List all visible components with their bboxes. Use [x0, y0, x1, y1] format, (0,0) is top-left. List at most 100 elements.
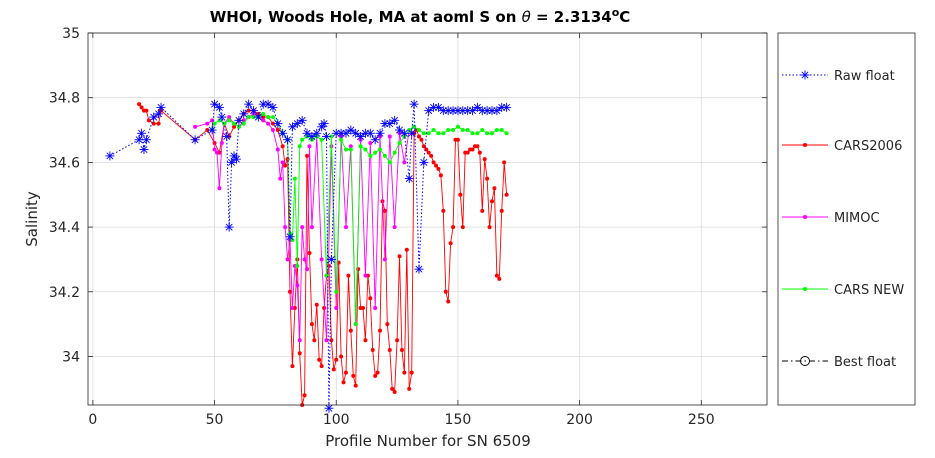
data-point-mimoc: [373, 305, 378, 310]
data-point-mimoc: [295, 283, 300, 288]
data-point-cars2006: [494, 273, 499, 278]
y-axis-ticks: 34 34.2 34.4 34.6 34.8 35: [49, 26, 767, 365]
data-point-raw-float: [141, 135, 151, 145]
data-point-raw-float: [395, 125, 405, 135]
data-point-mimoc: [307, 144, 312, 149]
data-point-mimoc: [309, 225, 314, 230]
data-point-cars-new: [421, 131, 426, 136]
legend-item-mimoc: MIMOC: [782, 211, 880, 226]
data-point-raw-float: [149, 112, 159, 122]
data-point-cars-new: [387, 160, 392, 165]
data-point-raw-float: [231, 154, 241, 164]
y-tick-label: 35: [62, 26, 80, 42]
data-point-cars2006: [270, 121, 275, 126]
data-point-cars2006: [375, 370, 380, 375]
data-point-cars2006: [399, 348, 404, 353]
data-point-cars-new: [455, 124, 460, 129]
data-point-cars2006: [319, 364, 324, 369]
data-point-raw-float: [433, 102, 443, 112]
data-point-cars2006: [497, 276, 502, 281]
data-point-cars2006: [492, 186, 497, 191]
legend-label-best-float: Best float: [834, 355, 896, 370]
legend-item-cars-new: CARS NEW: [782, 283, 904, 298]
data-point-cars2006: [448, 241, 453, 246]
data-point-cars-new: [241, 121, 246, 126]
data-point-mimoc: [297, 338, 302, 343]
data-point-mimoc: [324, 338, 329, 343]
data-point-cars2006: [151, 121, 156, 126]
data-point-cars2006: [317, 357, 322, 362]
data-point-cars2006: [346, 273, 351, 278]
data-point-cars2006: [436, 166, 441, 171]
data-point-cars2006: [297, 351, 302, 356]
data-point-raw-float: [407, 128, 417, 138]
data-point-cars2006: [341, 380, 346, 385]
data-point-cars-new: [431, 128, 436, 133]
legend-item-raw-float: Raw float: [782, 69, 895, 84]
data-point-raw-float: [217, 112, 227, 122]
data-point-raw-float: [190, 135, 200, 145]
data-point-cars2006: [438, 173, 443, 178]
x-axis-ticks: 0 50 100 150 200 250: [88, 33, 715, 428]
data-point-raw-float: [341, 128, 351, 138]
data-point-cars-new: [485, 131, 490, 136]
data-point-cars-new: [489, 131, 494, 136]
data-point-raw-float: [468, 106, 478, 116]
x-axis-label: Profile Number for SN 6509: [325, 432, 531, 450]
data-point-mimoc: [285, 257, 290, 262]
data-point-raw-float: [414, 264, 424, 274]
data-point-raw-float: [105, 151, 115, 161]
data-point-raw-float: [385, 119, 395, 129]
data-point-cars-new: [416, 128, 421, 133]
x-tick-label: 200: [566, 412, 593, 428]
data-point-cars-new: [392, 150, 397, 155]
data-point-cars-new: [382, 153, 387, 158]
data-point-cars2006: [339, 354, 344, 359]
data-point-raw-float: [365, 128, 375, 138]
x-tick-label: 50: [206, 412, 224, 428]
data-point-cars-new: [494, 128, 499, 133]
data-point-cars-new: [436, 131, 441, 136]
data-point-cars2006: [390, 386, 395, 391]
data-point-cars-new: [348, 147, 353, 152]
data-point-cars2006: [146, 118, 151, 123]
data-point-mimoc: [219, 140, 224, 145]
data-point-raw-float: [346, 125, 356, 135]
data-point-cars2006: [137, 102, 142, 107]
data-point-raw-float: [248, 106, 258, 116]
data-point-cars2006: [312, 338, 317, 343]
data-point-raw-float: [409, 99, 419, 109]
data-point-cars2006: [419, 137, 424, 142]
data-point-cars-new: [232, 121, 237, 126]
data-point-mimoc: [363, 273, 368, 278]
data-point-raw-float: [283, 135, 293, 145]
data-point-cars-new: [300, 137, 305, 142]
data-point-mimoc: [334, 305, 339, 310]
data-point-cars-new: [222, 121, 227, 126]
legend: Raw float CARS2006 MIMOC CARS NEW Best float: [782, 69, 904, 370]
data-point-cars-new: [217, 118, 222, 123]
data-point-cars-new: [373, 150, 378, 155]
data-point-raw-float: [263, 99, 273, 109]
data-point-cars2006: [475, 144, 480, 149]
legend-label-raw-float: Raw float: [834, 69, 895, 84]
data-point-cars-new: [212, 121, 217, 126]
data-point-raw-float: [285, 232, 295, 242]
data-point-mimoc: [266, 121, 271, 126]
data-point-cars2006: [353, 383, 358, 388]
data-point-mimoc: [319, 257, 324, 262]
data-point-cars2006: [309, 322, 314, 327]
data-point-raw-float: [404, 174, 414, 184]
data-point-raw-float: [239, 109, 249, 119]
data-point-cars2006: [502, 160, 507, 165]
data-point-mimoc: [305, 267, 310, 272]
data-point-raw-float: [154, 109, 164, 119]
data-point-cars-new: [343, 147, 348, 152]
data-point-cars2006: [443, 289, 448, 294]
data-point-cars2006: [482, 157, 487, 162]
data-point-cars-new: [261, 111, 266, 116]
data-point-cars-new: [368, 153, 373, 158]
data-point-raw-float: [307, 132, 317, 142]
data-point-cars2006: [409, 370, 414, 375]
